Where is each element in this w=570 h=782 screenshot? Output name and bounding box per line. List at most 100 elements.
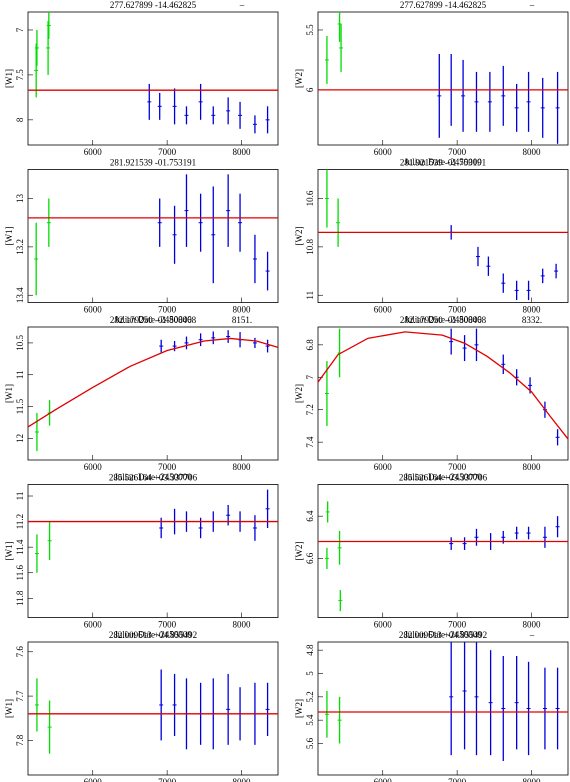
y-tick-label: 7.7 [15,690,25,702]
y-axis-label: [W2] [294,69,304,88]
panel: 282.009613 +04.855492 [W1] Julian Date -24… [4,630,279,782]
y-tick-label: 12 [15,434,25,443]
x-tick-label: 7000 [158,620,177,630]
y-axis-label: [W2] [294,699,304,718]
panel-title: 281.921539 -01.753191 [110,158,196,168]
panel-title: 281.921539 -01.753191 [400,158,486,168]
x-axis-label: Julian Date -2450000 [114,630,192,640]
panel: 281.921539 -01.753191 [W2] Julian Date -24… [294,158,569,325]
plot-frame [27,484,279,618]
y-tick-label: 11 [305,291,315,300]
panel-title: 282.009613 +04.855492 [399,630,487,640]
y-tick-label: 6.4 [305,510,315,522]
x-tick-label: 8000 [233,147,252,157]
y-tick-label: 5.6 [305,737,315,749]
y-tick-label: 7.2 [305,404,315,415]
panel-tag: – [239,0,245,10]
panel-title: 277.627899 -14.462825 [110,0,197,10]
y-tick-label: 13 [15,194,25,204]
x-tick-label: 7000 [448,777,467,782]
y-tick-label: 10.6 [305,190,315,206]
panel-title: 285.526164 +03.337706 [399,473,488,483]
panel-title: 282.179250 -01.808468 [400,315,487,325]
y-axis-label: [W2] [294,227,304,246]
x-tick-label: 8000 [523,462,542,472]
x-axis-label: Julian Date -2450000 [404,315,482,325]
y-tick-label: 13.4 [15,287,25,303]
y-tick-label: 4.8 [305,644,315,656]
panel: 282.009613 +04.855492 – [W2] Julian Date -2… [294,630,569,782]
x-tick-label: 6000 [374,462,393,472]
x-tick-label: 8000 [523,777,542,782]
x-tick-label: 7000 [158,305,177,315]
plot-frame [317,11,569,146]
x-axis-label: Julian Date -2450000 [404,630,482,640]
y-tick-label: 11.4 [15,539,25,555]
fit-line [317,331,569,440]
y-tick-label: 11 [15,370,25,379]
plot-frame [317,169,569,303]
panel-title: 285.526164 +03.337706 [109,473,198,483]
x-tick-label: 8000 [233,620,252,630]
x-tick-label: 7000 [448,620,467,630]
plot-frame [317,484,569,618]
panel: 277.627899 -14.462825 – [W1] 6000 7000 8000 7 7… [4,0,279,157]
plot-frame [317,326,569,461]
panel: 282.179250 -01.808468 8332. [W2] Julian Dat… [294,315,569,482]
y-tick-label: 11.5 [15,398,25,414]
y-tick-label: 6 [305,87,315,92]
panel: 285.526164 +03.337706 [W2] Julian Date -24… [294,473,569,640]
x-tick-label: 8000 [233,462,252,472]
y-axis-label: [W2] [294,384,304,403]
panel-tag: 8151. [232,315,252,325]
x-axis-label: Julian Date -2450000 [114,472,192,482]
y-axis-label: [W1] [4,69,14,88]
plot-frame [27,11,279,146]
x-tick-label: 6000 [84,147,103,157]
plot-frame [27,326,279,461]
y-tick-label: 11.6 [15,565,25,581]
panel-title: 282.009613 +04.855492 [109,630,197,640]
y-tick-label: 11 [15,492,25,501]
panel: 277.627899 -14.462825 – [W2] Julian Date -2… [294,0,569,167]
y-tick-label: 6.6 [305,552,315,564]
panel-tag: – [529,0,535,10]
panel-title: 282.179250 -01.808468 [110,315,197,325]
y-tick-label: 7 [305,375,315,380]
panel-tag: – [529,630,535,640]
x-tick-label: 7000 [448,462,467,472]
x-tick-label: 6000 [84,620,103,630]
y-axis-label: [W1] [4,384,14,403]
y-tick-label: 7.6 [15,646,25,658]
y-tick-label: 7 [15,27,25,32]
y-tick-label: 6.8 [305,339,315,351]
x-tick-label: 7000 [158,147,177,157]
x-tick-label: 8000 [523,620,542,630]
x-tick-label: 7000 [448,147,467,157]
y-tick-label: 10.8 [305,239,315,255]
x-tick-label: 6000 [374,147,393,157]
x-tick-label: 6000 [374,777,393,782]
panel: 282.179250 -01.808468 8151. [W1] Julian Dat… [4,315,279,482]
plot-frame [317,641,569,776]
x-tick-label: 8000 [233,777,252,782]
x-tick-label: 6000 [374,620,393,630]
y-tick-label: 7.8 [15,734,25,746]
x-axis-label: Julian Date -2450000 [404,472,482,482]
y-axis-label: [W1] [4,542,14,561]
plot-frame [27,641,279,776]
y-tick-label: 11.2 [15,514,25,529]
x-tick-label: 6000 [374,305,393,315]
x-tick-label: 8000 [233,305,252,315]
y-tick-label: 10.5 [15,335,25,351]
x-tick-label: 6000 [84,777,103,782]
panel: 281.921539 -01.753191 [W1] Julian Date -24… [4,158,279,325]
y-tick-label: 11.8 [15,590,25,606]
panel-tag: 8332. [522,315,542,325]
x-tick-label: 7000 [448,305,467,315]
x-tick-label: 6000 [84,462,103,472]
y-axis-label: [W1] [4,227,14,246]
x-tick-label: 8000 [523,305,542,315]
y-tick-label: 7.4 [305,436,315,448]
